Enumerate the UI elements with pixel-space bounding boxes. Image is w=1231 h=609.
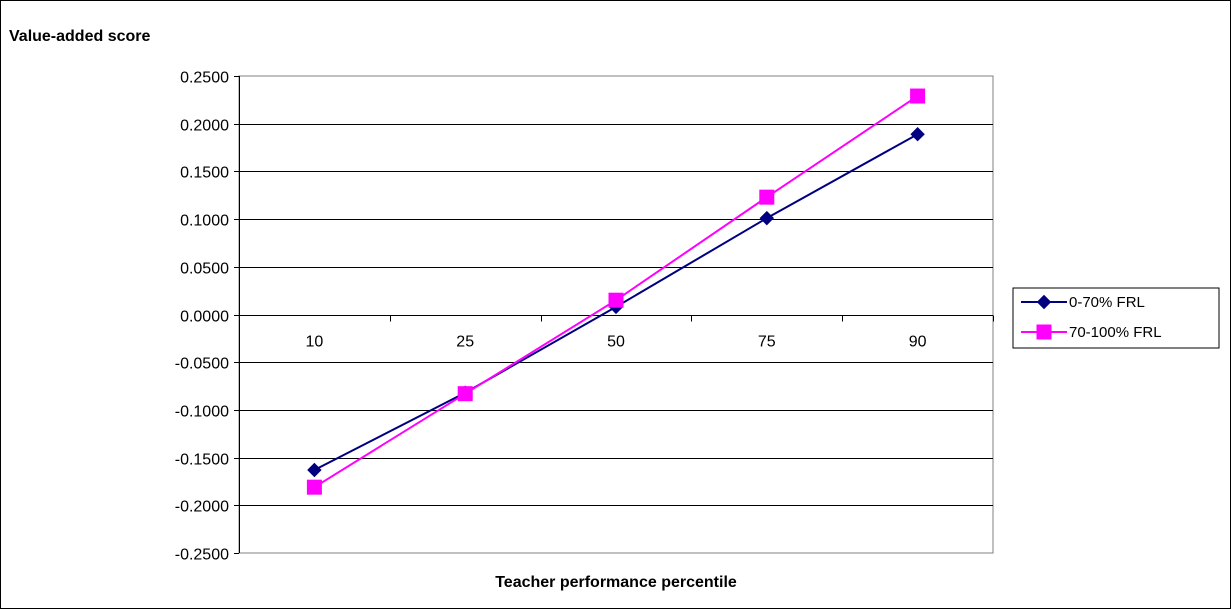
series-group xyxy=(306,88,926,495)
square-marker xyxy=(457,386,473,402)
diamond-marker xyxy=(307,462,322,478)
y-tick-label: -0.1000 xyxy=(175,404,229,421)
y-tick-label: -0.2000 xyxy=(175,499,229,516)
y-tick-label: -0.2500 xyxy=(175,547,229,564)
x-axis-title: Teacher performance percentile xyxy=(495,574,737,591)
y-tick-label: -0.0500 xyxy=(175,356,229,373)
legend: 0-70% FRL 70-100% FRL xyxy=(1012,287,1220,349)
square-marker xyxy=(910,88,926,104)
y-tick-label: 0.2000 xyxy=(180,118,229,135)
y-tick-label: 0.1000 xyxy=(180,213,229,230)
y-tick-label: -0.1500 xyxy=(175,452,229,469)
legend-label: 70-100% FRL xyxy=(1069,324,1162,341)
plot-area xyxy=(238,75,994,554)
axes: 0.2500 0.2000 0.1500 0.1000 0.0500 0.0000 -0.0… xyxy=(175,70,994,564)
legend-diamond-marker xyxy=(1036,294,1052,310)
square-marker xyxy=(759,189,775,205)
y-tick-label: 0.1500 xyxy=(180,165,229,182)
y-axis-title: Value-added score xyxy=(9,28,150,45)
legend-label: 0-70% FRL xyxy=(1069,294,1145,311)
legend-square-marker xyxy=(1036,324,1052,340)
y-tick-label: 0.2500 xyxy=(180,70,229,87)
y-tick-label: 0.0500 xyxy=(180,261,229,278)
diamond-marker xyxy=(910,126,925,142)
x-tick-label: 75 xyxy=(758,334,776,351)
x-tick-label: 50 xyxy=(607,334,625,351)
square-marker xyxy=(608,292,624,308)
square-marker xyxy=(306,479,322,495)
x-tick-label: 25 xyxy=(456,334,474,351)
diamond-marker xyxy=(759,210,775,226)
x-tick-label: 10 xyxy=(306,334,324,351)
x-tick-label: 90 xyxy=(909,334,927,351)
y-tick-label: 0.0000 xyxy=(180,309,229,326)
